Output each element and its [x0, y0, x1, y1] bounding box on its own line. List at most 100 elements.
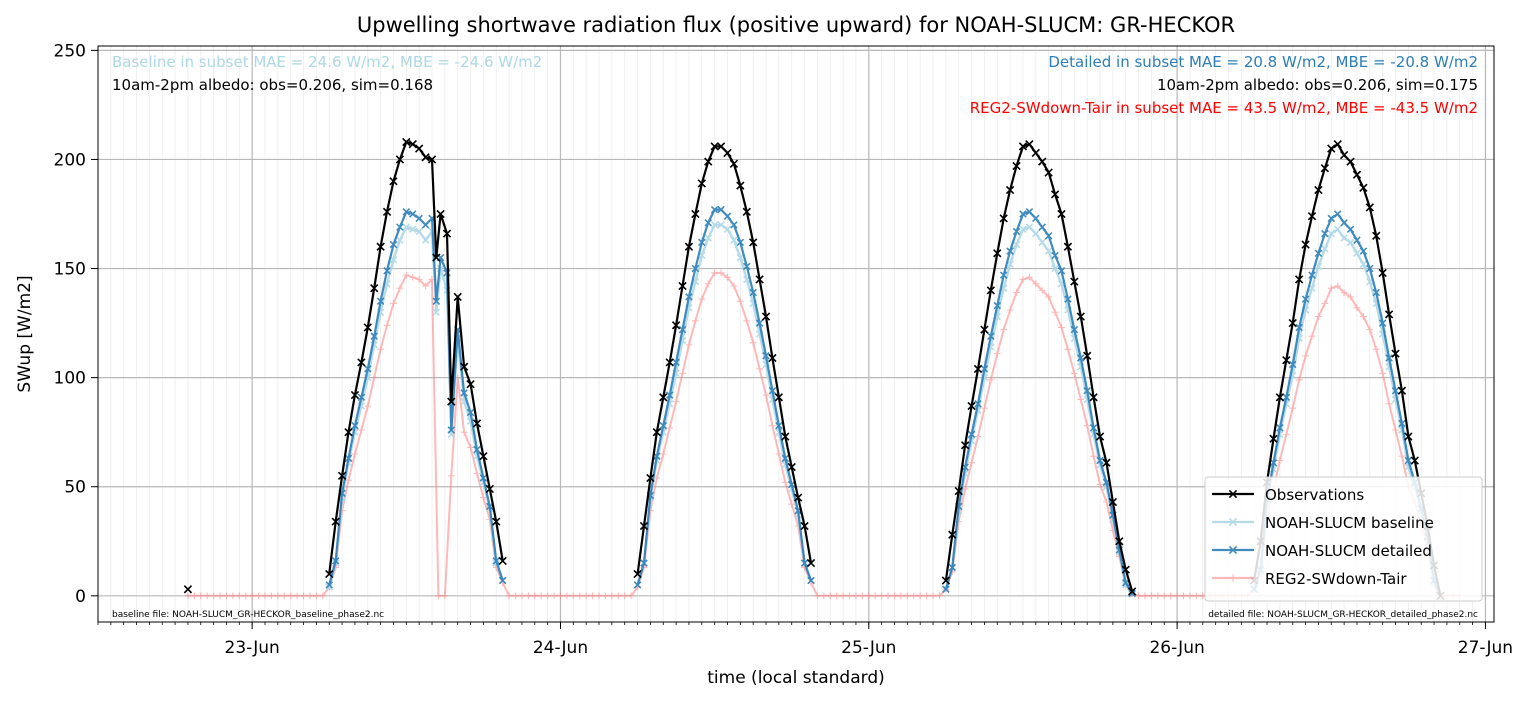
- data-point: [1070, 325, 1079, 334]
- baseline-stats-annotation: Baseline in subset MAE = 24.6 W/m2, MBE …: [112, 53, 542, 71]
- data-point: [1019, 276, 1027, 283]
- data-point: [415, 144, 424, 153]
- plot-frame: [97, 45, 1495, 623]
- data-point: [736, 238, 745, 247]
- data-point: [1359, 260, 1368, 268]
- data-point: [402, 271, 410, 279]
- data-point: [312, 592, 320, 600]
- data-point: [948, 563, 957, 572]
- data-point: [442, 229, 452, 238]
- data-point: [704, 157, 713, 166]
- data-point: [1070, 369, 1078, 377]
- data-point: [1295, 323, 1303, 332]
- data-point: [300, 592, 307, 600]
- legend-marker: [1228, 517, 1238, 527]
- data-point: [967, 430, 976, 439]
- data-point: [691, 209, 700, 219]
- data-point: [717, 221, 725, 229]
- data-point: [878, 592, 886, 600]
- data-point: [852, 592, 860, 600]
- data-point: [524, 592, 532, 600]
- legend-label-observations: Observations: [1265, 486, 1364, 504]
- data-point: [923, 592, 931, 600]
- data-point: [363, 323, 372, 332]
- data-point: [1044, 168, 1053, 177]
- data-point: [716, 142, 726, 151]
- data-point: [1314, 249, 1323, 258]
- data-point: [723, 212, 732, 220]
- data-point: [1327, 214, 1336, 223]
- data-point: [421, 221, 430, 229]
- data-point: [427, 155, 437, 164]
- data-point: [1141, 592, 1149, 600]
- data-point: [826, 592, 834, 600]
- data-point: [903, 592, 911, 600]
- data-point: [1340, 289, 1348, 296]
- data-point: [415, 276, 423, 283]
- data-point: [1346, 225, 1355, 234]
- data-point: [871, 592, 879, 600]
- data-point: [1282, 430, 1290, 438]
- data-point: [768, 353, 777, 363]
- data-point: [807, 576, 815, 585]
- data-point: [402, 208, 411, 216]
- series-line: [1253, 212, 1442, 597]
- data-point: [447, 472, 455, 480]
- x-tick-label: 25-Jun: [841, 638, 896, 658]
- data-point: [550, 592, 558, 600]
- y-tick-label: 200: [54, 150, 86, 170]
- data-point: [672, 398, 680, 406]
- data-point: [999, 214, 1008, 223]
- data-point: [1044, 247, 1053, 255]
- data-point: [325, 583, 334, 591]
- data-point: [1327, 284, 1335, 292]
- data-point: [268, 592, 275, 600]
- data-point: [1308, 271, 1316, 279]
- data-point: [1295, 376, 1303, 384]
- data-point: [1025, 273, 1033, 281]
- data-point: [960, 441, 970, 450]
- data-point: [1025, 140, 1034, 149]
- data-point: [800, 559, 809, 567]
- data-point: [408, 210, 417, 218]
- data-point: [402, 223, 411, 231]
- data-point: [595, 592, 603, 600]
- data-point: [1186, 592, 1194, 600]
- data-point: [1025, 208, 1034, 216]
- data-point: [1404, 432, 1413, 441]
- data-point: [749, 288, 757, 297]
- data-point: [1334, 282, 1342, 290]
- data-point: [432, 253, 441, 262]
- data-point: [1160, 592, 1168, 600]
- data-point: [357, 426, 365, 434]
- data-point: [775, 450, 783, 458]
- data-point: [1301, 240, 1310, 249]
- data-point: [1032, 280, 1040, 288]
- legend-swatch: [1212, 489, 1254, 499]
- data-point: [1365, 203, 1374, 212]
- data-point: [1282, 356, 1291, 365]
- data-point: [1006, 306, 1014, 314]
- data-point: [621, 592, 629, 600]
- data-point: [910, 592, 918, 600]
- data-point: [1096, 456, 1104, 465]
- data-point: [1372, 231, 1381, 240]
- data-point: [1391, 386, 1400, 395]
- data-point: [223, 592, 230, 600]
- data-point: [756, 365, 764, 373]
- series-line: [944, 210, 1134, 595]
- data-point: [710, 205, 719, 214]
- data-point: [1038, 223, 1046, 231]
- data-point: [929, 592, 937, 600]
- data-point: [1077, 396, 1085, 403]
- data-point: [229, 592, 237, 600]
- data-point: [1359, 313, 1367, 320]
- data-point: [370, 332, 378, 340]
- data-point: [633, 581, 642, 589]
- data-point: [1353, 236, 1361, 244]
- data-point: [421, 236, 430, 244]
- data-point: [382, 207, 392, 216]
- data-point: [659, 421, 668, 430]
- data-point: [755, 319, 764, 327]
- data-point: [685, 293, 693, 301]
